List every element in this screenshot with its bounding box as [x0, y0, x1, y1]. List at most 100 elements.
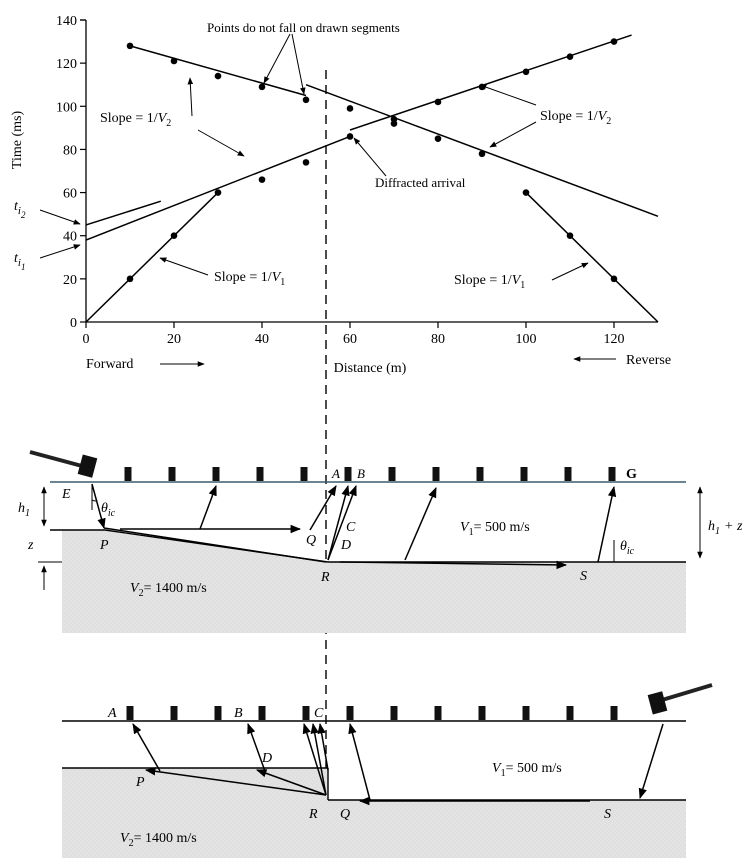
h1-label: h1	[18, 501, 30, 519]
label-P: P	[135, 775, 145, 790]
label-P: P	[99, 538, 109, 553]
ray-path	[247, 723, 267, 775]
x-axis-ticks: 0 20 40 60 80 100 120	[83, 322, 625, 347]
y-tick-label: 120	[56, 57, 77, 72]
data-point	[258, 176, 266, 183]
ray-path	[339, 560, 568, 570]
geophone	[124, 467, 132, 481]
x-tick-label: 120	[604, 332, 625, 347]
data-point	[478, 150, 486, 158]
geophone	[168, 467, 176, 481]
theta-ic-label: θic	[620, 539, 635, 557]
ray-path	[327, 485, 357, 561]
geophone	[432, 467, 440, 481]
data-point	[522, 189, 530, 196]
hammer-icon	[647, 683, 713, 715]
ti1-label: ti1	[14, 251, 25, 272]
geophone	[258, 706, 266, 720]
label-S: S	[604, 807, 611, 822]
svg-text:ti1: ti1	[14, 251, 25, 272]
data-point	[434, 98, 442, 106]
svg-text:Slope = 1/V2: Slope = 1/V2	[540, 109, 611, 127]
label-R: R	[308, 807, 318, 822]
ray-path	[91, 483, 106, 530]
geophone	[300, 467, 308, 481]
geophone	[388, 467, 396, 481]
ray-path	[327, 484, 350, 561]
svg-text:V2= 1400 m/s: V2= 1400 m/s	[130, 581, 207, 599]
fit-line	[85, 200, 162, 226]
label-E: E	[61, 487, 71, 502]
ray-path	[309, 485, 337, 531]
data-point	[302, 96, 310, 104]
v2-label: V2= 1400 m/s	[130, 581, 207, 599]
geophone	[170, 706, 178, 720]
annotation-arrow	[551, 262, 589, 281]
angle-arc	[91, 499, 98, 502]
x-tick-label: 20	[167, 332, 181, 347]
svg-text:Slope = 1/V1: Slope = 1/V1	[454, 273, 525, 291]
data-point	[566, 53, 574, 60]
x-axis-label: Distance (m)	[334, 361, 407, 376]
label-B: B	[234, 706, 243, 721]
svg-text:θic: θic	[101, 501, 116, 519]
geophone	[302, 706, 310, 720]
x-tick-label: 0	[83, 332, 90, 347]
label-A: A	[331, 466, 340, 481]
fit-line	[525, 192, 659, 323]
reverse-label: Reverse	[626, 353, 671, 368]
ray-path	[404, 487, 437, 561]
ti2-label: ti2	[14, 199, 26, 220]
annotation-arrow	[39, 244, 81, 259]
data-point	[566, 232, 574, 240]
geophone	[390, 706, 398, 720]
fit-line	[85, 135, 351, 241]
v1-label: V1= 500 m/s	[492, 761, 562, 779]
geophone	[212, 467, 220, 481]
y-tick-label: 80	[63, 143, 77, 158]
ray-path	[348, 722, 371, 801]
geophone-array	[124, 467, 616, 481]
data-point	[610, 275, 618, 283]
data-point	[610, 38, 618, 45]
svg-text:h1+ z: h1 + z	[708, 519, 743, 537]
data-point	[214, 189, 222, 196]
annotation-arrow	[263, 33, 291, 84]
data-point	[170, 57, 178, 65]
label-D: D	[261, 751, 272, 766]
diffracted-label: Diffracted arrival	[375, 175, 466, 190]
z-label: z	[27, 538, 34, 553]
svg-text:θic: θic	[620, 539, 635, 557]
travel-time-plot: 0 20 40 60 80 100 120 140 0 20 40 60 80 100 120 Time …	[10, 14, 671, 376]
ray-path	[302, 722, 327, 796]
ray-path	[638, 723, 664, 800]
hammer-icon	[29, 450, 98, 478]
theta-ic-label: θic	[101, 501, 116, 519]
annotation-arrow	[479, 84, 537, 106]
geophone	[346, 706, 354, 720]
fitted-segments	[85, 34, 659, 323]
data-point	[126, 275, 134, 283]
geophone	[434, 706, 442, 720]
svg-text:Slope = 1/V1: Slope = 1/V1	[214, 270, 285, 288]
annotation-arrow	[353, 137, 387, 177]
label-S: S	[580, 569, 587, 584]
label-A: A	[107, 706, 117, 721]
label-C: C	[346, 520, 356, 535]
svg-text:V1= 500 m/s: V1= 500 m/s	[492, 761, 562, 779]
bedrock-layer	[62, 530, 686, 633]
geophone	[522, 706, 530, 720]
slope-v1-label-left: Slope = 1/V1	[214, 270, 285, 288]
geophone	[256, 467, 264, 481]
y-tick-label: 140	[56, 14, 77, 29]
slope-v1-label-right: Slope = 1/V1	[454, 273, 525, 291]
x-tick-label: 40	[255, 332, 269, 347]
ray-path	[199, 485, 217, 530]
v2-label: V2= 1400 m/s	[120, 831, 197, 849]
title-annotation: Points do not fall on drawn segments	[207, 20, 400, 35]
x-tick-label: 60	[343, 332, 357, 347]
data-points	[126, 38, 618, 283]
annotation-arrow	[39, 209, 81, 225]
annotation-arrow	[187, 77, 194, 117]
label-D: D	[340, 538, 351, 553]
